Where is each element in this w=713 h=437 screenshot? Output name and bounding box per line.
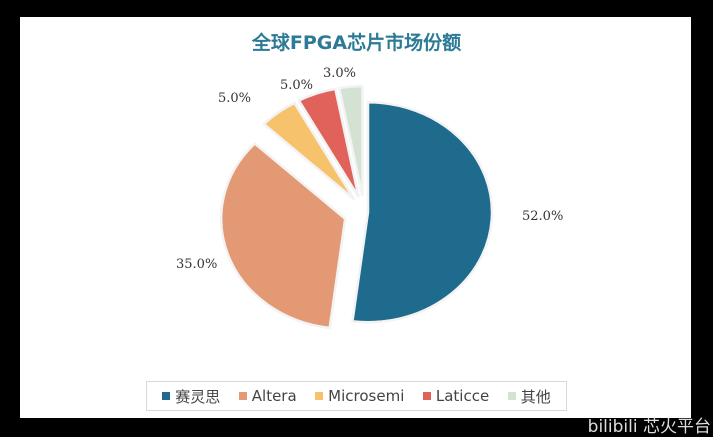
legend-item: Microsemi	[315, 387, 404, 405]
legend-item: Laticce	[422, 387, 490, 405]
chart-title: 全球FPGA芯片市场份额	[251, 32, 462, 54]
legend-label: 赛灵思	[175, 387, 221, 406]
legend-label: 其他	[520, 387, 551, 406]
legend-label: Altera	[251, 387, 297, 405]
legend-swatch	[162, 392, 171, 400]
legend-item: Altera	[238, 387, 297, 405]
legend-swatch	[422, 392, 431, 400]
data-label-4: 3.0%	[323, 66, 357, 81]
data-label-2: 5.0%	[218, 91, 252, 106]
legend-item: 其他	[507, 386, 551, 407]
data-label-3: 5.0%	[280, 78, 314, 93]
legend: 赛灵思 Altera Microsemi Laticce 其他	[146, 381, 567, 411]
pie-slice-3	[297, 87, 360, 198]
legend-swatch	[315, 392, 324, 400]
pie-slice-0	[351, 100, 494, 324]
data-label-1: 35.0%	[176, 257, 218, 272]
pie-slice-4	[337, 84, 364, 197]
watermark: bilibili 芯火平台	[587, 417, 711, 437]
legend-swatch	[238, 392, 247, 400]
pie-slice-2	[261, 101, 356, 201]
legend-item: 赛灵思	[162, 386, 220, 407]
legend-swatch	[507, 392, 516, 400]
data-label-0: 52.0%	[522, 209, 564, 224]
legend-label: Microsemi	[328, 387, 405, 405]
pie-slice-1	[219, 141, 347, 330]
legend-label: Laticce	[435, 387, 490, 405]
chart-panel	[20, 17, 691, 418]
